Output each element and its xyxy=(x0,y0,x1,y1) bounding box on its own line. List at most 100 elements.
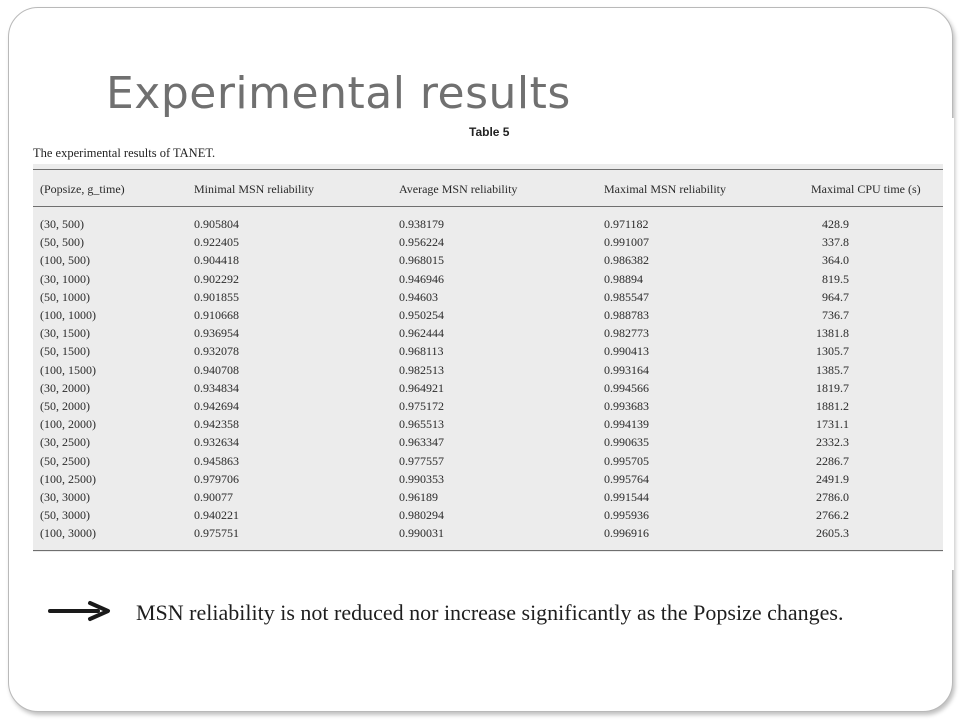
table-cell-cpu-time: 2491.9 xyxy=(816,471,849,486)
table-cell-max-reliability: 0.994566 xyxy=(604,380,649,395)
table-cell-avg-reliability: 0.950254 xyxy=(399,308,444,322)
table-cell-cpu-time: 964.7 xyxy=(822,289,849,304)
table-cell-avg-reliability: 0.977557 xyxy=(399,453,444,468)
table-cell-cpu-time: 2286.7 xyxy=(816,453,849,468)
table-cell-avg-reliability: 0.946946 xyxy=(399,271,444,286)
table-cell-cpu-time: 2766.2 xyxy=(816,508,849,523)
table-cell-avg-reliability: 0.990353 xyxy=(399,471,444,486)
table-cell-popsize: (50, 3000) xyxy=(40,508,90,523)
table-cell-popsize: (30, 500) xyxy=(40,217,84,231)
table-cell-avg-reliability: 0.990031 xyxy=(399,526,444,541)
table-cell-avg-reliability: 0.963347 xyxy=(399,435,444,450)
table-cell-min-reliability: 0.922405 xyxy=(194,235,239,250)
table-cell-max-reliability: 0.990413 xyxy=(604,344,649,359)
table-cell-avg-reliability: 0.956224 xyxy=(399,235,444,250)
table-cell-max-reliability: 0.995936 xyxy=(604,508,649,523)
table-cell-min-reliability: 0.942694 xyxy=(194,399,239,413)
table-cell-min-reliability: 0.90077 xyxy=(194,490,233,504)
table-cell-max-reliability: 0.993164 xyxy=(604,362,649,377)
table-cell-cpu-time: 1731.1 xyxy=(816,417,849,432)
arrow-right-icon xyxy=(48,601,110,621)
table-cell-cpu-time: 1381.8 xyxy=(816,326,849,341)
table-cell-popsize: (50, 2000) xyxy=(40,399,90,413)
table-cell-popsize: (30, 2000) xyxy=(40,380,90,395)
table-cell-max-reliability: 0.990635 xyxy=(604,435,649,450)
table-label: Table 5 xyxy=(469,125,510,139)
note-text: MSN reliability is not reduced nor incre… xyxy=(136,600,844,625)
table-cell-min-reliability: 0.940221 xyxy=(194,508,239,523)
column-header-min-reliability: Minimal MSN reliability xyxy=(194,182,314,196)
table-cell-popsize: (50, 2500) xyxy=(40,453,90,468)
column-header-max-reliability: Maximal MSN reliability xyxy=(604,182,726,196)
table-cell-min-reliability: 0.905804 xyxy=(194,217,239,231)
table-cell-popsize: (100, 1500) xyxy=(40,362,96,377)
table-cell-avg-reliability: 0.968113 xyxy=(399,344,444,359)
table-cell-avg-reliability: 0.96189 xyxy=(399,490,438,504)
table-cell-avg-reliability: 0.965513 xyxy=(399,417,444,432)
table-bottom-rule xyxy=(33,550,943,551)
table-cell-min-reliability: 0.901855 xyxy=(194,289,239,304)
table-cell-min-reliability: 0.979706 xyxy=(194,471,239,486)
column-header-cpu-time: Maximal CPU time (s) xyxy=(811,182,921,196)
table-image: Table 5 The experimental results of TANE… xyxy=(22,118,954,570)
table-cell-min-reliability: 0.934834 xyxy=(194,380,239,395)
table-cell-max-reliability: 0.994139 xyxy=(604,417,649,432)
table-cell-cpu-time: 1881.2 xyxy=(816,399,849,413)
table-cell-min-reliability: 0.910668 xyxy=(194,308,239,322)
table-cell-popsize: (100, 500) xyxy=(40,253,90,268)
table-cell-cpu-time: 337.8 xyxy=(822,235,849,250)
table-cell-popsize: (30, 1000) xyxy=(40,271,90,286)
table-cell-max-reliability: 0.993683 xyxy=(604,399,649,413)
table-cell-avg-reliability: 0.982513 xyxy=(399,362,444,377)
table-cell-popsize: (50, 1500) xyxy=(40,344,90,359)
slide-title: Experimental results xyxy=(106,68,571,119)
table-caption: The experimental results of TANET. xyxy=(33,146,216,160)
table-cell-min-reliability: 0.932078 xyxy=(194,344,239,359)
table-cell-min-reliability: 0.942358 xyxy=(194,417,239,432)
table-cell-max-reliability: 0.985547 xyxy=(604,289,649,304)
table-cell-max-reliability: 0.971182 xyxy=(604,217,649,231)
table-cell-popsize: (30, 3000) xyxy=(40,490,90,504)
table-cell-avg-reliability: 0.964921 xyxy=(399,380,444,395)
table-cell-avg-reliability: 0.94603 xyxy=(399,289,438,304)
table-cell-cpu-time: 2605.3 xyxy=(816,526,849,541)
table-cell-popsize: (50, 500) xyxy=(40,235,84,250)
table-cell-popsize: (100, 2500) xyxy=(40,471,96,486)
table-cell-max-reliability: 0.991544 xyxy=(604,490,649,504)
table-cell-max-reliability: 0.996916 xyxy=(604,526,649,541)
table-cell-min-reliability: 0.945863 xyxy=(194,453,239,468)
table-cell-avg-reliability: 0.968015 xyxy=(399,253,444,268)
table-cell-cpu-time: 364.0 xyxy=(822,253,849,268)
table-cell-max-reliability: 0.982773 xyxy=(604,326,649,341)
table-cell-cpu-time: 2786.0 xyxy=(816,490,849,504)
table-cell-max-reliability: 0.988783 xyxy=(604,308,649,322)
table-cell-popsize: (100, 1000) xyxy=(40,308,96,322)
table-top-rule xyxy=(33,169,943,170)
table-cell-popsize: (100, 2000) xyxy=(40,417,96,432)
table-cell-cpu-time: 1305.7 xyxy=(816,344,849,359)
table-cell-cpu-time: 1819.7 xyxy=(816,380,849,395)
column-header-popsize: (Popsize, g_time) xyxy=(40,182,125,196)
table-cell-cpu-time: 428.9 xyxy=(822,217,849,231)
table-cell-avg-reliability: 0.938179 xyxy=(399,217,444,231)
table-cell-min-reliability: 0.936954 xyxy=(194,326,239,341)
table-cell-popsize: (30, 2500) xyxy=(40,435,90,450)
table-cell-cpu-time: 1385.7 xyxy=(816,362,849,377)
results-table: (Popsize, g_time) Minimal MSN reliability… xyxy=(33,164,943,552)
table-cell-max-reliability: 0.98894 xyxy=(604,271,643,286)
table-cell-max-reliability: 0.986382 xyxy=(604,253,649,268)
table-cell-min-reliability: 0.932634 xyxy=(194,435,239,450)
column-header-avg-reliability: Average MSN reliability xyxy=(399,182,518,196)
table-cell-avg-reliability: 0.980294 xyxy=(399,508,444,523)
table-cell-cpu-time: 2332.3 xyxy=(816,435,849,450)
table-cell-max-reliability: 0.995764 xyxy=(604,471,649,486)
table-cell-min-reliability: 0.902292 xyxy=(194,271,239,286)
table-cell-min-reliability: 0.904418 xyxy=(194,253,239,268)
table-cell-cpu-time: 736.7 xyxy=(822,308,849,322)
table-header-rule xyxy=(33,206,943,207)
table-cell-cpu-time: 819.5 xyxy=(822,271,849,286)
table-cell-popsize: (30, 1500) xyxy=(40,326,90,341)
table-cell-popsize: (100, 3000) xyxy=(40,526,96,541)
table-cell-min-reliability: 0.975751 xyxy=(194,526,239,541)
table-cell-min-reliability: 0.940708 xyxy=(194,362,239,377)
